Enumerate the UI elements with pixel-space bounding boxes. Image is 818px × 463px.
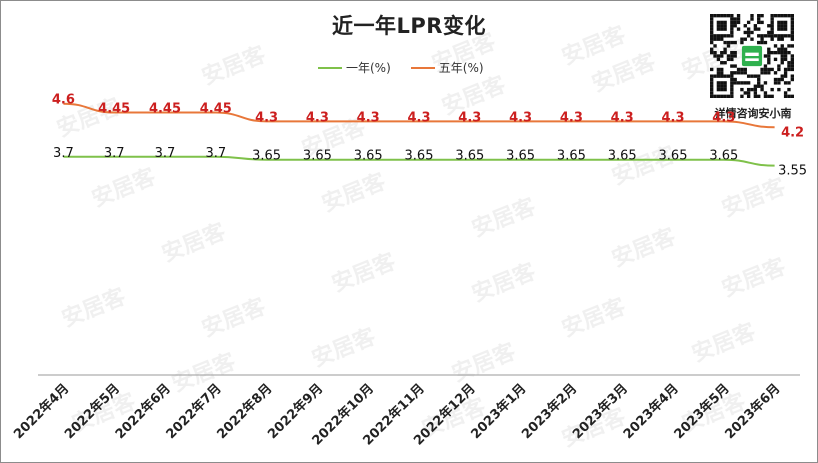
data-label: 3.55 — [778, 164, 807, 179]
data-label: 4.3 — [306, 110, 329, 125]
data-label: 3.7 — [205, 146, 226, 161]
data-label: 4.3 — [560, 110, 583, 125]
chart-title: 近一年LPR变化 — [332, 14, 486, 38]
data-label: 3.65 — [405, 149, 434, 164]
data-label: 4.3 — [255, 110, 278, 125]
legend-item-five-year: 五年(%) — [410, 59, 484, 76]
data-label: 4.3 — [407, 110, 430, 125]
data-label: 3.65 — [506, 149, 535, 164]
qr-caption: 详情咨询安小南 — [714, 107, 792, 120]
data-label: 3.7 — [53, 146, 74, 161]
data-label: 4.3 — [611, 110, 634, 125]
data-label: 3.65 — [455, 149, 484, 164]
data-label: 4.3 — [509, 110, 532, 125]
data-label: 3.65 — [354, 149, 383, 164]
series-line-five-year — [63, 102, 775, 129]
data-label: 3.65 — [557, 149, 586, 164]
data-label: 4.3 — [712, 110, 735, 125]
data-label: 4.2 — [781, 125, 804, 140]
data-label: 4.45 — [149, 102, 181, 117]
legend-swatch-one-year — [318, 66, 342, 69]
data-label: 3.7 — [155, 146, 176, 161]
qr-code-icon[interactable] — [710, 14, 794, 98]
legend-swatch-five-year — [410, 66, 435, 69]
x-tick-label: 2023年6月 — [722, 381, 784, 443]
data-label: 4.3 — [458, 110, 481, 125]
data-label: 3.65 — [252, 149, 281, 164]
data-label: 4.3 — [661, 110, 684, 125]
data-label: 4.6 — [52, 93, 75, 108]
legend-label-five-year: 五年(%) — [438, 61, 484, 75]
data-label: 3.65 — [608, 149, 637, 164]
data-label: 4.3 — [357, 110, 380, 125]
legend-label-one-year: 一年(%) — [346, 61, 391, 75]
data-label: 3.65 — [659, 149, 688, 164]
legend-item-one-year: 一年(%) — [318, 59, 391, 76]
legend: 一年(%) 五年(%) — [318, 59, 484, 76]
data-label: 4.45 — [98, 102, 130, 117]
data-label: 3.65 — [303, 149, 332, 164]
series-line-one-year — [63, 155, 775, 167]
data-label: 3.65 — [709, 149, 738, 164]
data-label: 4.45 — [200, 102, 232, 117]
data-label: 3.7 — [104, 146, 125, 161]
